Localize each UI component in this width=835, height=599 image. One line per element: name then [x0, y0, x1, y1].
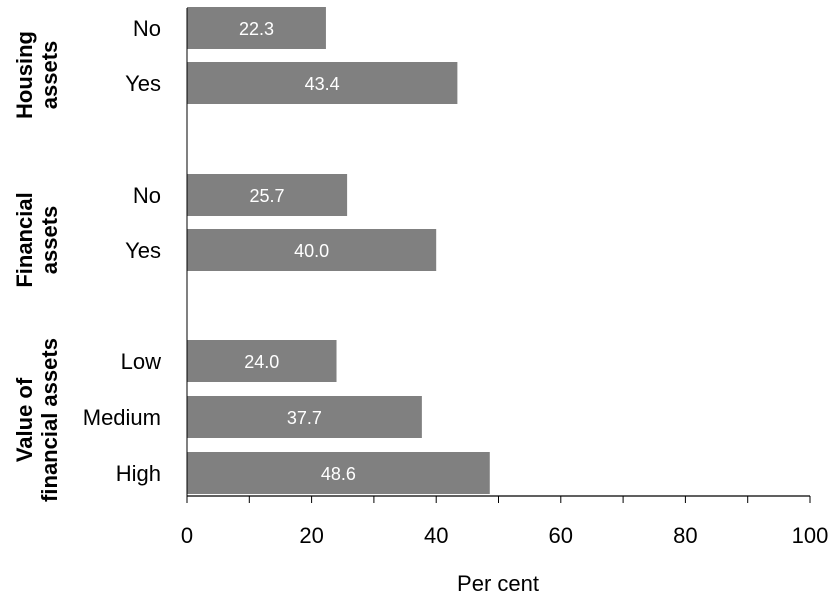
bar-2-1: [187, 396, 422, 438]
x-tick-label: 80: [673, 523, 697, 548]
bar-value-label: 48.6: [321, 464, 356, 484]
x-tick-label: 60: [549, 523, 573, 548]
group-label: Housing assets: [12, 31, 62, 119]
category-labels-layer: No Yes No Yes Low Medium High: [83, 16, 161, 486]
x-tick-label: 100: [792, 523, 829, 548]
x-tick-label: 40: [424, 523, 448, 548]
group-label-line: assets: [37, 41, 62, 110]
x-tick-label: 20: [299, 523, 323, 548]
group-label-line: Value of: [12, 377, 37, 462]
bar-2-0: [187, 340, 337, 382]
category-label: No: [133, 183, 161, 208]
bar-1-1: [187, 229, 437, 271]
bar-value-label: 37.7: [287, 408, 322, 428]
bar-1-0: [187, 174, 348, 216]
bar-value-label: 22.3: [239, 19, 274, 39]
bar-2-2: [187, 452, 490, 494]
x-axis-title: Per cent: [457, 571, 539, 596]
group-label: Financial assets: [12, 192, 62, 287]
bar-value-label: 43.4: [305, 74, 340, 94]
group-label: Value of financial assets: [12, 338, 62, 502]
group-label-line: assets: [37, 206, 62, 275]
bar-0-1: [187, 62, 458, 104]
bar-value-label: 25.7: [250, 186, 285, 206]
category-label: High: [116, 461, 161, 486]
category-label: Low: [121, 349, 161, 374]
group-label-line: Financial: [12, 192, 37, 287]
bars-layer: 22.3 43.4 25.7 40.0 24.0 37.7 48.6: [187, 7, 490, 494]
category-label: Yes: [125, 71, 161, 96]
x-tick-label: 0: [181, 523, 193, 548]
bar-value-label: 24.0: [244, 352, 279, 372]
category-label: Medium: [83, 405, 161, 430]
x-axis: 0 20 40 60 80 100: [181, 8, 828, 548]
bar-0-0: [187, 7, 326, 49]
category-label: Yes: [125, 238, 161, 263]
bar-value-label: 40.0: [294, 241, 329, 261]
category-label: No: [133, 16, 161, 41]
group-label-line: financial assets: [37, 338, 62, 502]
group-label-line: Housing: [12, 31, 37, 119]
